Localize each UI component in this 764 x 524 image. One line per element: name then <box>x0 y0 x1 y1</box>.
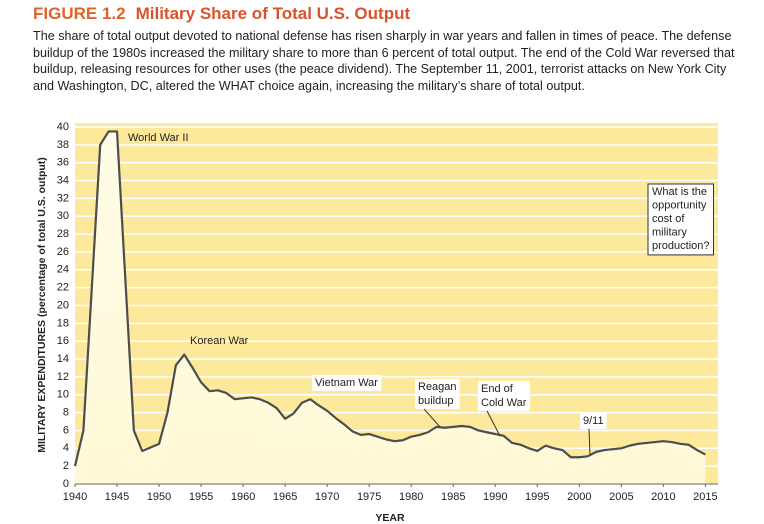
x-axis-label: YEAR <box>375 512 405 524</box>
line <box>73 130 706 467</box>
x-tick-label: 1940 <box>63 491 87 503</box>
annotation-box <box>312 374 382 391</box>
x-tick-label: 1990 <box>483 491 507 503</box>
annotation: Reagan buildup <box>415 378 460 428</box>
x-tick-label: 1965 <box>273 491 297 503</box>
y-tick-label: 14 <box>57 353 69 365</box>
y-tick-label: 4 <box>63 442 69 454</box>
y-tick-label: 8 <box>63 407 69 419</box>
title: FIGURE 1.2 Military Share of Total U.S. O… <box>33 4 738 24</box>
y-tick-label: 40 <box>57 121 69 133</box>
y-axis-label: MILITARY EXPENDITURES (percentage of tot… <box>36 157 48 453</box>
x-tick-label: 2005 <box>609 491 633 503</box>
annotation: End of Cold War <box>478 380 530 437</box>
annotation: 9/11 <box>580 412 607 456</box>
x-tick-label: 1975 <box>357 491 381 503</box>
annotation-text: Cold War <box>481 397 527 409</box>
question-text: cost of <box>652 213 685 225</box>
y-tick-label: 16 <box>57 335 69 347</box>
annotation-text: buildup <box>418 395 453 407</box>
y-tick-label: 20 <box>57 299 69 311</box>
y-tick-label: 12 <box>57 371 69 383</box>
y-tick-label: 30 <box>57 210 69 222</box>
y-tick-label: 18 <box>57 317 69 329</box>
question-text: opportunity <box>652 199 707 211</box>
annotation-text: End of <box>481 383 514 395</box>
description: The share of total output devoted to nat… <box>33 29 735 93</box>
y-tick-label: 32 <box>57 192 69 204</box>
y-tick-label: 10 <box>57 389 69 401</box>
x-tick-label: 1945 <box>105 491 129 503</box>
question-text: production? <box>652 240 710 252</box>
x-tick-label: 1960 <box>231 491 255 503</box>
question-text: What is the <box>652 186 707 198</box>
y-tick-label: 22 <box>57 282 69 294</box>
annotation-text: Korean War <box>190 335 249 347</box>
x-tick-label: 1995 <box>525 491 549 503</box>
y-tick-label: 0 <box>63 478 69 490</box>
leader-line <box>588 428 591 456</box>
y-tick-label: 28 <box>57 228 69 240</box>
annotation-text: Vietnam War <box>315 377 378 389</box>
annotation-box <box>580 412 607 429</box>
question-frame <box>647 183 714 256</box>
annotation-text: World War II <box>128 132 189 144</box>
figure-number: FIGURE 1.2 <box>33 4 126 23</box>
leader-line <box>486 410 501 437</box>
annotation-text: 9/11 <box>583 415 604 427</box>
y-tick-label: 26 <box>57 246 69 258</box>
annotation-box <box>478 380 530 411</box>
annotation-box <box>415 378 460 409</box>
x-tick-label: 1970 <box>315 491 339 503</box>
y-tick-label: 34 <box>57 174 69 186</box>
question-text: military <box>652 226 687 238</box>
x-tick-label: 1980 <box>399 491 423 503</box>
y-tick-label: 2 <box>63 460 69 472</box>
annotation: World War II <box>128 132 189 144</box>
x-tick-label: 2000 <box>567 491 591 503</box>
area-fill <box>75 131 706 484</box>
y-tick-label: 24 <box>57 264 69 276</box>
leader-line <box>423 408 441 428</box>
plot-area <box>73 123 718 487</box>
x-tick-label: 1955 <box>189 491 213 503</box>
y-tick-label: 36 <box>57 157 69 169</box>
x-tick-label: 2015 <box>693 491 717 503</box>
annotation: Korean War <box>190 335 249 347</box>
y-tick-label: 38 <box>57 139 69 151</box>
header: FIGURE 1.2 Military Share of Total U.S. O… <box>33 4 738 94</box>
annotation-text: Reagan <box>418 381 457 393</box>
chart-title: Military Share of Total U.S. Output <box>135 4 411 23</box>
x-tick-label: 2010 <box>651 491 675 503</box>
x-tick-label: 1985 <box>441 491 465 503</box>
x-tick-label: 1950 <box>147 491 171 503</box>
annotation: Vietnam War <box>312 374 382 391</box>
y-tick-label: 6 <box>63 424 69 436</box>
